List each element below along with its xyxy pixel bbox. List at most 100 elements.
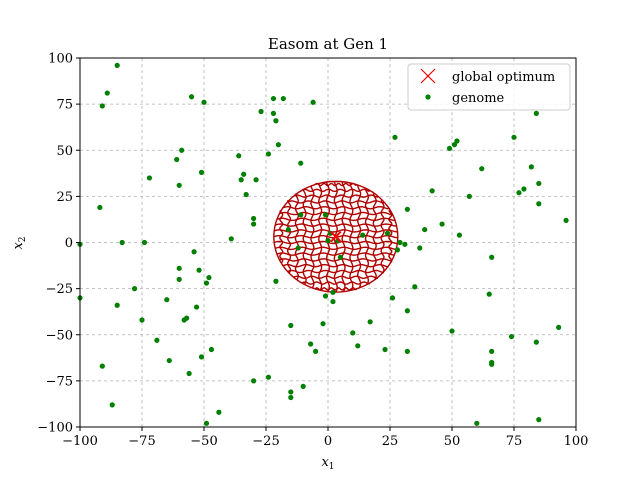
genome-point (474, 420, 480, 426)
genome-point (119, 239, 125, 246)
x-tick-label: 0 (324, 434, 332, 449)
genome-point (285, 226, 291, 233)
genome-point (489, 348, 495, 354)
genome-point (382, 346, 388, 353)
x-tick-label: −25 (252, 434, 279, 449)
contour-line-vertical (341, 181, 346, 292)
genome-point (422, 226, 428, 233)
y-tick-label: 25 (56, 190, 73, 205)
genome-point (295, 245, 301, 251)
genome-point (164, 297, 170, 303)
genome-point (99, 363, 105, 369)
contour-line-horizontal (276, 217, 395, 222)
genome-point (198, 354, 205, 360)
contour-line-horizontal (293, 275, 379, 280)
genome-point (355, 343, 361, 349)
contour-line-horizontal (314, 182, 357, 187)
genome-point (402, 241, 408, 247)
x-axis-label-subscript: 1 (329, 462, 335, 472)
contour-line-horizontal (274, 223, 397, 227)
legend-genome-icon (425, 94, 431, 100)
contour-line-horizontal (282, 205, 389, 210)
genome-point (536, 201, 542, 207)
genome-point (404, 348, 410, 354)
genome-point (258, 108, 264, 115)
genome-point (97, 204, 103, 211)
genome-point (337, 254, 343, 260)
genome-point (270, 95, 277, 102)
genome-point (308, 341, 314, 347)
genome-point (300, 383, 306, 390)
x-axis-label: x1 (321, 455, 334, 472)
contour-line-horizontal (301, 188, 370, 193)
global-optimum-marker (330, 230, 342, 243)
contour-line-horizontal (301, 281, 370, 285)
genome-point (193, 304, 200, 310)
genome-point (389, 295, 396, 301)
genome-point (556, 324, 562, 330)
y-tick-label: −25 (46, 282, 73, 297)
genome-point (486, 291, 492, 297)
genome-point (189, 94, 195, 100)
genome-point (243, 191, 249, 198)
genome-point (251, 378, 257, 384)
contour-line-horizontal (273, 240, 398, 245)
genome-point (392, 134, 398, 140)
x-tick-label: 100 (564, 434, 589, 449)
genome-point (350, 330, 356, 336)
y-tick-label: −100 (37, 421, 73, 436)
genome-point (275, 142, 281, 148)
genome-point (196, 267, 202, 273)
genome-point (521, 186, 527, 192)
x-axis-label-base: x (321, 455, 329, 470)
genome-point (241, 171, 247, 177)
contour-line-horizontal (282, 263, 389, 268)
genome-point (313, 348, 319, 354)
genome-point (176, 265, 182, 271)
genome-point (511, 134, 517, 140)
genome-point (198, 169, 205, 175)
genome-point (533, 110, 539, 116)
genome-point (206, 274, 212, 281)
genome-point (141, 239, 148, 246)
genome-point (186, 370, 192, 377)
genome-point (139, 317, 145, 323)
genome-point (191, 249, 197, 255)
genome-point (251, 221, 257, 227)
genome-point (154, 337, 160, 343)
genome-point (325, 238, 331, 244)
genome-point (360, 232, 366, 238)
genome-point (179, 147, 185, 153)
x-tick-label: 75 (506, 434, 523, 449)
genome-point (273, 278, 279, 284)
x-axis-ticks: −100 −75 −50 −25 0 25 50 75 100 (62, 427, 588, 449)
genome-point (449, 328, 455, 334)
contour-line-vertical (364, 188, 370, 285)
genome-point (288, 322, 294, 329)
genome-point (270, 110, 277, 116)
genome-point (109, 402, 115, 408)
genome-point (320, 321, 326, 327)
genome-point (367, 319, 373, 325)
legend-optimum-icon (420, 68, 436, 84)
y-tick-label: 0 (65, 236, 73, 251)
genome-point (330, 298, 336, 305)
x-tick-label: 50 (444, 434, 461, 449)
x-tick-label: 25 (382, 434, 399, 449)
genome-point (489, 254, 495, 260)
genome-point (236, 153, 242, 159)
genome-point (203, 280, 210, 286)
genome-point (404, 206, 410, 212)
contour-line-horizontal (287, 200, 385, 204)
genome-point (288, 389, 294, 395)
genome-point (536, 417, 542, 423)
genome-point (114, 62, 120, 68)
contour-line-horizontal (314, 287, 357, 291)
genome-point (397, 239, 403, 246)
genome-point (310, 99, 316, 105)
genome-point (384, 230, 391, 236)
genome-point (298, 160, 304, 166)
y-tick-label: 100 (48, 52, 73, 67)
legend-label-genome: genome (452, 91, 505, 106)
y-tick-label: −75 (46, 374, 73, 389)
